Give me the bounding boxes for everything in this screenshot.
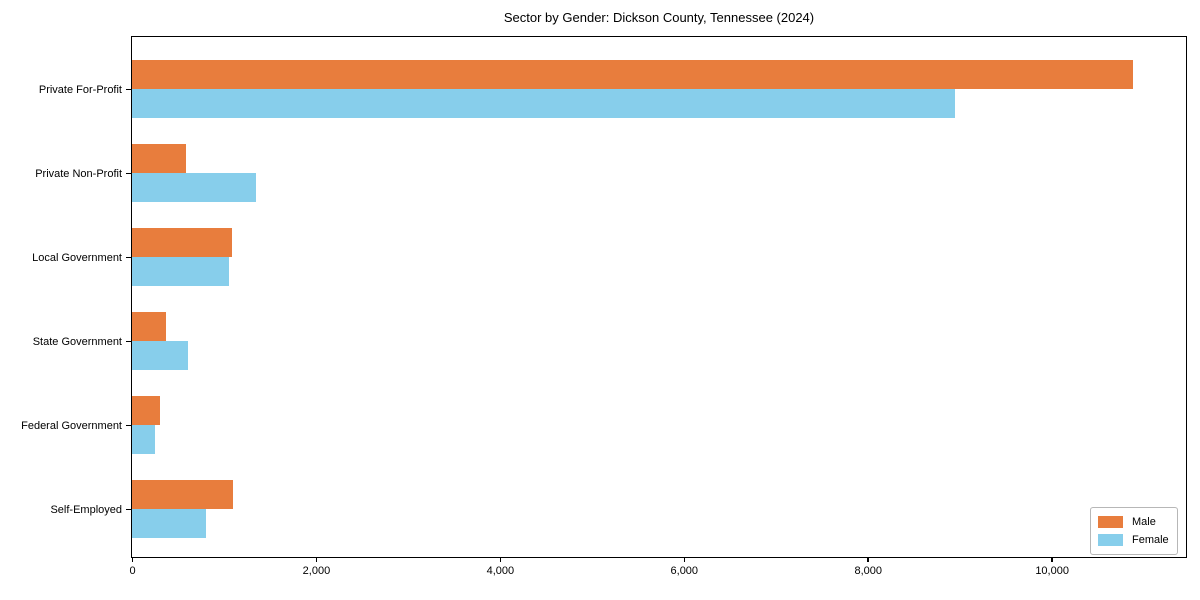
y-tick-mark (126, 424, 131, 427)
y-tick-mark (126, 88, 131, 91)
bar-male-self-employed (132, 480, 233, 509)
bar-female-private-for-profit (132, 89, 955, 118)
x-tick-mark (867, 557, 869, 562)
y-tick-label: Federal Government (21, 419, 122, 432)
bar-female-state-government (132, 341, 188, 370)
y-tick-label: State Government (32, 335, 122, 348)
y-tick-mark (126, 256, 131, 259)
legend-swatch-male (1098, 516, 1123, 528)
y-tick-mark (126, 340, 131, 343)
bar-male-private-non-profit (132, 144, 186, 173)
x-tick-mark (131, 557, 134, 562)
y-tick-label: Local Government (32, 251, 122, 264)
legend-item-female: Female (1098, 531, 1169, 549)
bar-male-state-government (132, 312, 166, 341)
bar-female-local-government (132, 257, 229, 286)
legend-swatch-female (1098, 534, 1123, 546)
bar-male-federal-government (132, 396, 160, 425)
x-tick-mark (1051, 557, 1053, 562)
legend: Male Female (1090, 507, 1178, 555)
chart-title: Sector by Gender: Dickson County, Tennes… (503, 10, 815, 25)
bar-male-private-for-profit (132, 60, 1133, 89)
bar-female-federal-government (132, 425, 155, 454)
legend-item-male: Male (1098, 513, 1169, 531)
legend-label: Female (1132, 534, 1169, 546)
x-tick-label: 4,000 (486, 565, 515, 577)
x-tick-label: 10,000 (1035, 565, 1069, 577)
y-tick-mark (126, 172, 131, 175)
x-tick-mark (683, 557, 686, 562)
y-tick-label: Private Non-Profit (35, 167, 122, 180)
legend-label: Male (1132, 516, 1156, 528)
x-tick-label: 0 (129, 565, 136, 577)
bar-female-private-non-profit (132, 173, 256, 202)
y-tick-label: Private For-Profit (38, 83, 122, 96)
bar-female-self-employed (132, 509, 206, 538)
x-tick-label: 8,000 (854, 565, 882, 577)
x-tick-label: 6,000 (670, 565, 699, 577)
y-tick-label: Self-Employed (50, 503, 122, 516)
x-tick-label: 2,000 (302, 565, 331, 577)
y-tick-mark (126, 508, 131, 511)
x-tick-mark (499, 557, 502, 562)
bar-male-local-government (132, 228, 232, 257)
plot-area (131, 36, 1187, 558)
x-tick-mark (315, 557, 318, 562)
